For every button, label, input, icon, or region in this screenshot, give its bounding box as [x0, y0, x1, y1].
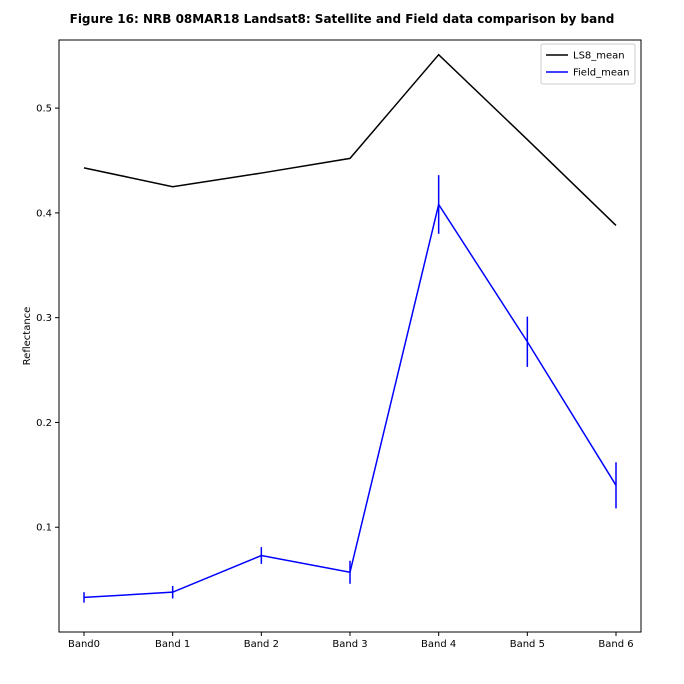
x-tick-label: Band 4: [421, 639, 456, 650]
x-tick-label: Band 1: [155, 639, 190, 650]
x-tick-label: Band 5: [510, 639, 545, 650]
y-tick-label: 0.2: [36, 418, 52, 429]
x-tick-label: Band0: [68, 639, 100, 650]
legend-label: Field_mean: [573, 68, 629, 79]
series-line-field-mean: [83, 202, 617, 599]
y-tick-label: 0.3: [36, 313, 52, 324]
y-tick-label: 0.1: [36, 523, 52, 534]
legend-box: [540, 43, 636, 85]
plot-frame: [58, 39, 642, 633]
y-tick-label: 0.5: [36, 104, 52, 115]
legend-label: LS8_mean: [573, 51, 625, 62]
x-tick-label: Band 3: [332, 639, 367, 650]
series-line-ls8-mean: [83, 53, 617, 226]
y-tick-label: 0.4: [36, 208, 52, 219]
x-tick-label: Band 2: [244, 639, 279, 650]
x-tick-label: Band 6: [598, 639, 633, 650]
y-axis-label: Reflectance: [22, 307, 33, 366]
chart-title: Figure 16: NRB 08MAR18 Landsat8: Satelli…: [69, 12, 615, 26]
